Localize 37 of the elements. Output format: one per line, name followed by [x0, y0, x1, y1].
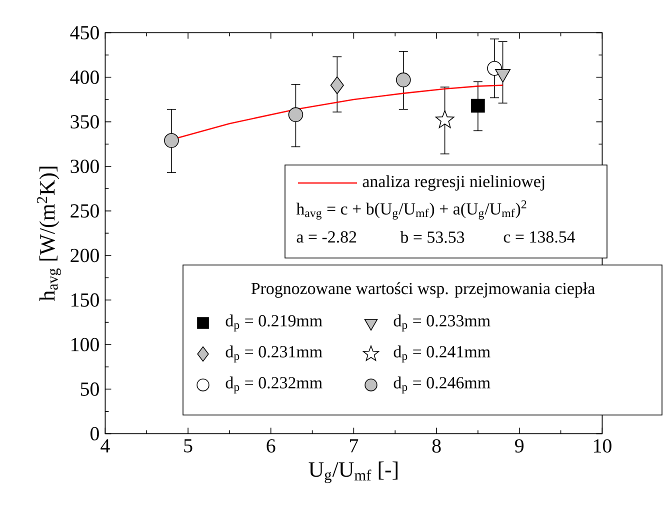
legend-label: d$_{p}$ = 0.246mm — [394, 376, 490, 394]
y-tick-label: 400 — [70, 70, 99, 84]
legend-label: analiza regresji nieliniowej — [362, 175, 544, 191]
y-tick-label: 100 — [72, 338, 99, 352]
y-tick-label: 200 — [70, 248, 99, 262]
y-tick-label: 150 — [72, 293, 99, 307]
x-tick-label: 9 — [515, 439, 524, 453]
y-tick-label: 0 — [90, 426, 99, 440]
point — [471, 98, 485, 113]
y-tick-label: 250 — [70, 204, 99, 218]
x-tick-label: 10 — [594, 439, 612, 453]
legend-label: d$_{p}$ = 0.241mm — [394, 346, 490, 362]
x-tick-label: 7 — [350, 439, 358, 452]
legend-label: d$_{p}$ = 0.233mm — [394, 314, 490, 332]
x-tick-label: 5 — [184, 439, 192, 452]
annotation: a = -2.82 — [296, 231, 356, 243]
x-tick-label: 4 — [100, 439, 110, 452]
y-tick-label: 300 — [70, 160, 99, 174]
y-tick-label: 350 — [70, 115, 99, 129]
legend-title: Prognozowane wartości wsp. przejmowania ciepła — [251, 282, 595, 298]
point — [164, 133, 179, 148]
point — [435, 110, 454, 128]
y-axis-title: h$_{avg}$ [W/(m$^{2}$K)] — [36, 166, 61, 302]
point — [288, 107, 304, 122]
x-tick-label: 8 — [432, 439, 441, 453]
legend-label: d$_{p}$ = 0.231mm — [226, 346, 322, 362]
legend-label: d$_{p}$ = 0.232mm — [226, 376, 322, 394]
text: h$_{avg}$ = c + b(U$_{g}$/U$_{mf}$) + a(U$_{g}$/U$_{mf}$)$^{2}$ — [296, 200, 526, 220]
y-tick-label: 450 — [70, 26, 99, 40]
annotation: c = 138.54 — [504, 231, 576, 243]
legend-label: d$_{p}$ = 0.219mm — [226, 314, 322, 332]
y-tick-label: 50 — [80, 382, 99, 396]
x-axis-title: U$_{g}$/U$_{mf}$ [-] — [308, 462, 398, 484]
annotation: b = 53.53 — [400, 230, 464, 243]
point — [330, 76, 344, 94]
point — [396, 72, 411, 88]
x-tick-label: 6 — [266, 439, 276, 453]
